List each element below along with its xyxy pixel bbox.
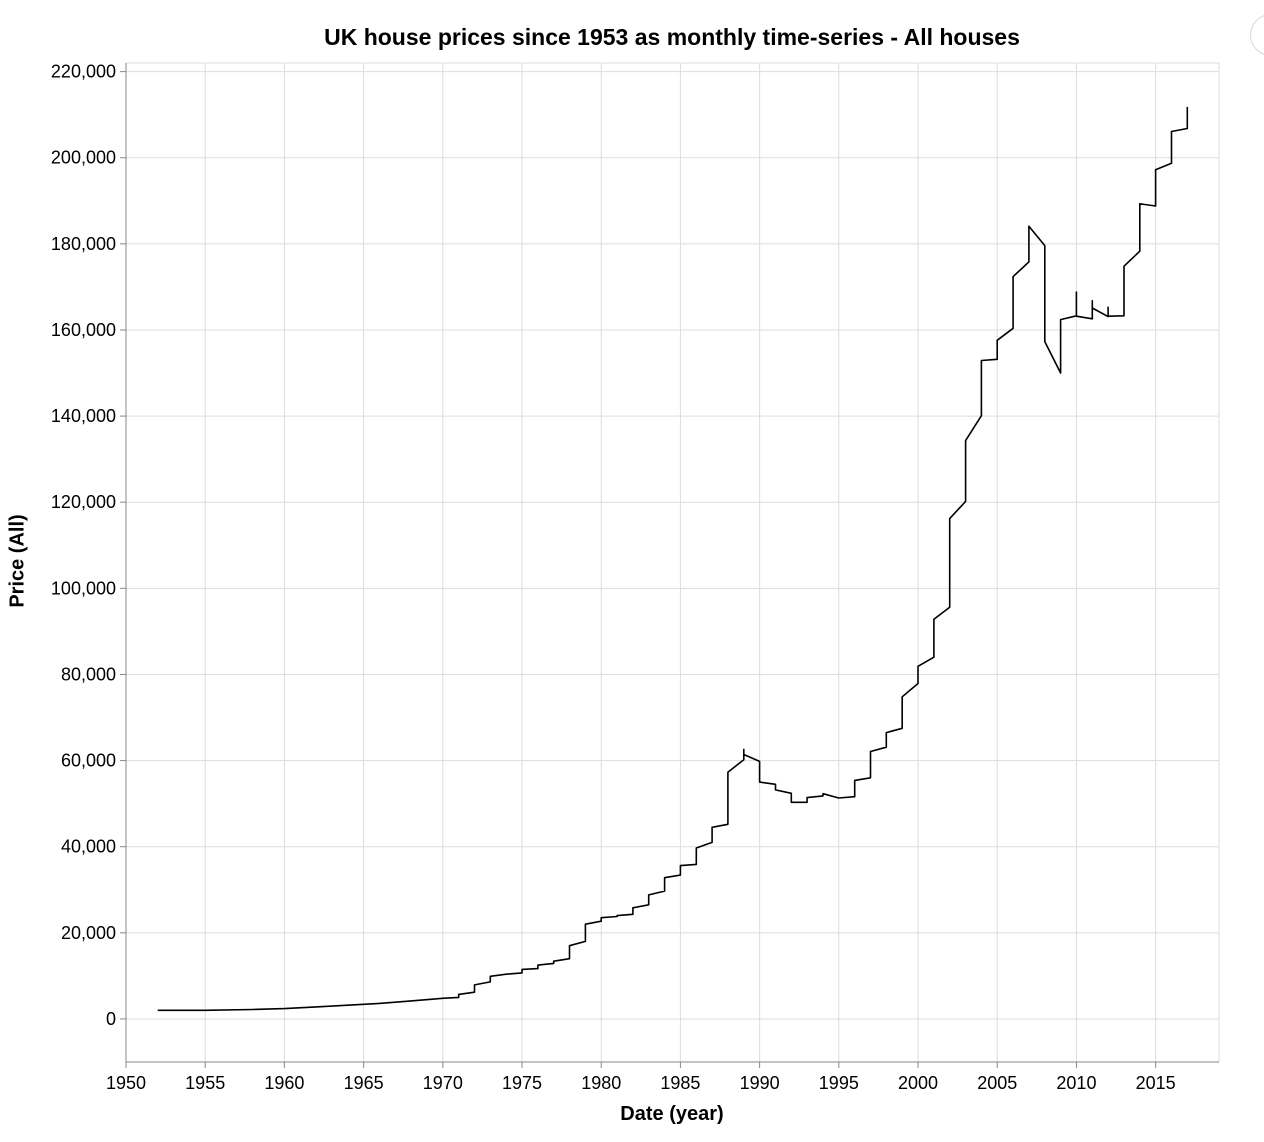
y-tick-label: 100,000 [51,578,116,598]
x-tick-label: 1950 [106,1073,146,1093]
y-axis: 0 20,000 40,000 60,000 80,000 100,000 120,000 1… [51,62,127,1062]
x-tick-label: 2000 [898,1073,938,1093]
plot-frame [125,62,1220,1063]
x-tick-label: 1995 [819,1073,859,1093]
gridlines [125,63,1219,1062]
x-tick-label: 1970 [423,1073,463,1093]
x-tick-label: 2010 [1056,1073,1096,1093]
x-tick-label: 2015 [1136,1073,1176,1093]
x-tick-label: 1960 [264,1073,304,1093]
x-tick-label: 1990 [740,1073,780,1093]
series-layer [157,106,1189,1012]
x-tick-label: 1980 [581,1073,621,1093]
x-tick-label: 1965 [344,1073,384,1093]
y-tick-label: 40,000 [61,837,116,857]
y-tick-label: 60,000 [61,751,116,771]
x-tick-label: 1985 [660,1073,700,1093]
y-tick-label: 180,000 [51,234,116,254]
y-tick-label: 80,000 [61,664,116,684]
price-series-line [157,106,1189,1012]
x-axis: 1950 1955 1960 1965 1970 1975 1980 1985 1990 1995… [106,1061,1219,1093]
y-tick-label: 120,000 [51,492,116,512]
chart-title: UK house prices since 1953 as monthly ti… [324,24,1020,50]
y-tick-label: 0 [106,1009,116,1029]
x-axis-label: Date (year) [620,1103,724,1125]
y-tick-label: 20,000 [61,923,116,943]
y-tick-label: 200,000 [51,148,116,168]
y-tick-label: 220,000 [51,62,116,82]
y-tick-label: 160,000 [51,320,116,340]
x-tick-label: 1955 [185,1073,225,1093]
x-tick-label: 1975 [502,1073,542,1093]
y-axis-label: Price (All) [6,514,29,608]
x-tick-label: 2005 [977,1073,1017,1093]
y-tick-label: 140,000 [51,406,116,426]
